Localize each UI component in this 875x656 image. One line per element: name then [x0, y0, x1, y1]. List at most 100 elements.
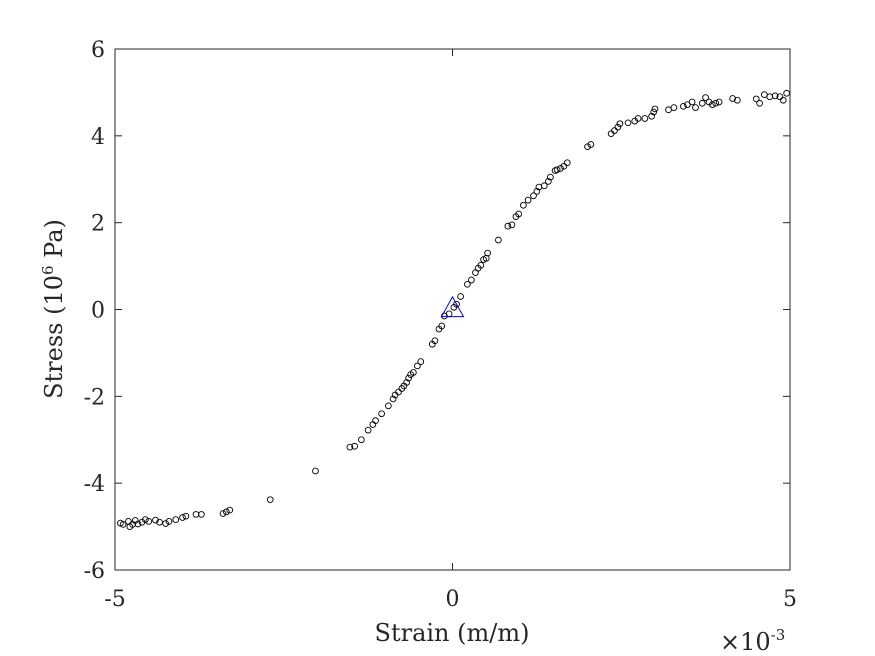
data-point: [679, 102, 687, 110]
data-point: [624, 119, 632, 127]
data-point: [477, 261, 485, 269]
data-point: [484, 249, 491, 257]
x-tick-label: -5: [104, 587, 125, 612]
data-point: [414, 362, 421, 370]
data-point: [533, 188, 541, 195]
y-tick-label: 0: [91, 299, 105, 324]
y-tick-label: -6: [84, 559, 105, 584]
x-axis-label: Strain (m/m): [375, 619, 530, 647]
data-point: [457, 293, 464, 300]
data-point: [584, 143, 591, 151]
data-point: [520, 201, 527, 209]
data-point: [779, 96, 787, 104]
data-point: [179, 514, 186, 521]
data-point: [405, 374, 412, 382]
x-tick-label: 0: [446, 587, 460, 612]
data-point: [266, 496, 274, 504]
data-point: [145, 518, 153, 525]
data-point: [438, 322, 446, 330]
data-point: [557, 165, 564, 172]
y-tick-label: -2: [84, 385, 105, 410]
data-point: [771, 92, 779, 100]
data-point: [417, 358, 425, 365]
data-point: [553, 166, 561, 174]
data-point: [611, 127, 618, 134]
data-point: [692, 104, 699, 111]
data-point: [616, 120, 624, 128]
axis-ticks: -5 0 5 -6 -4 -2 0 2 4 6: [84, 38, 797, 612]
data-point: [688, 98, 696, 106]
data-point: [410, 369, 417, 376]
axes-box: [114, 48, 791, 571]
data-point: [156, 518, 163, 526]
data-point: [395, 388, 402, 396]
data-point: [614, 123, 622, 131]
y-tick-label: 2: [91, 212, 105, 237]
data-point: [312, 467, 319, 475]
data-point: [172, 516, 180, 523]
data-point: [385, 402, 392, 410]
data-point: [733, 96, 741, 104]
data-point: [119, 521, 127, 528]
y-tick-label: 6: [91, 38, 105, 63]
data-point: [702, 94, 709, 101]
data-point: [776, 93, 784, 101]
data-point: [378, 410, 385, 418]
data-point: [162, 520, 169, 527]
data-point: [547, 173, 554, 181]
plot-area: [115, 49, 790, 570]
data-point: [358, 436, 365, 444]
data-point: [530, 192, 537, 200]
data-point: [709, 101, 716, 108]
triangle-marker: [440, 295, 465, 318]
data-point: [431, 337, 439, 345]
data-point: [219, 510, 227, 517]
data-points: [117, 89, 790, 530]
data-point: [504, 222, 512, 230]
data-point: [651, 105, 659, 113]
data-point: [226, 506, 234, 514]
data-point: [670, 104, 678, 111]
data-point: [508, 221, 516, 229]
data-point: [165, 518, 173, 525]
data-point: [364, 426, 372, 434]
data-point: [515, 210, 523, 218]
x-axis-exponent: ×10-3: [720, 626, 785, 656]
data-point: [712, 99, 720, 107]
data-point: [453, 300, 460, 308]
data-point: [142, 516, 149, 523]
data-point: [650, 108, 658, 116]
data-point: [464, 280, 471, 288]
data-point: [563, 159, 571, 167]
data-point: [198, 511, 205, 518]
data-point: [729, 95, 736, 102]
data-point: [641, 115, 649, 122]
data-point: [634, 115, 642, 122]
data-point: [223, 508, 230, 516]
data-point: [389, 395, 397, 403]
data-point: [524, 196, 532, 204]
data-point: [587, 141, 595, 148]
data-point: [372, 417, 379, 424]
data-point: [648, 112, 655, 120]
data-point: [756, 99, 763, 107]
data-point: [152, 516, 159, 524]
data-point: [182, 512, 190, 520]
data-point: [544, 178, 552, 185]
data-point: [403, 379, 410, 386]
y-axis-label: Stress (106 Pa): [39, 219, 68, 399]
data-point: [560, 162, 568, 170]
data-point: [715, 98, 723, 106]
data-point: [495, 236, 502, 244]
data-point: [351, 442, 358, 450]
data-point: [752, 95, 760, 103]
data-point: [540, 182, 548, 190]
data-point: [346, 443, 354, 451]
y-tick-label: 4: [91, 125, 105, 150]
data-point: [468, 276, 475, 284]
y-tick-label: -4: [84, 472, 105, 497]
data-point: [698, 99, 706, 107]
x-tick-label: 5: [783, 587, 797, 612]
data-point: [134, 520, 142, 528]
